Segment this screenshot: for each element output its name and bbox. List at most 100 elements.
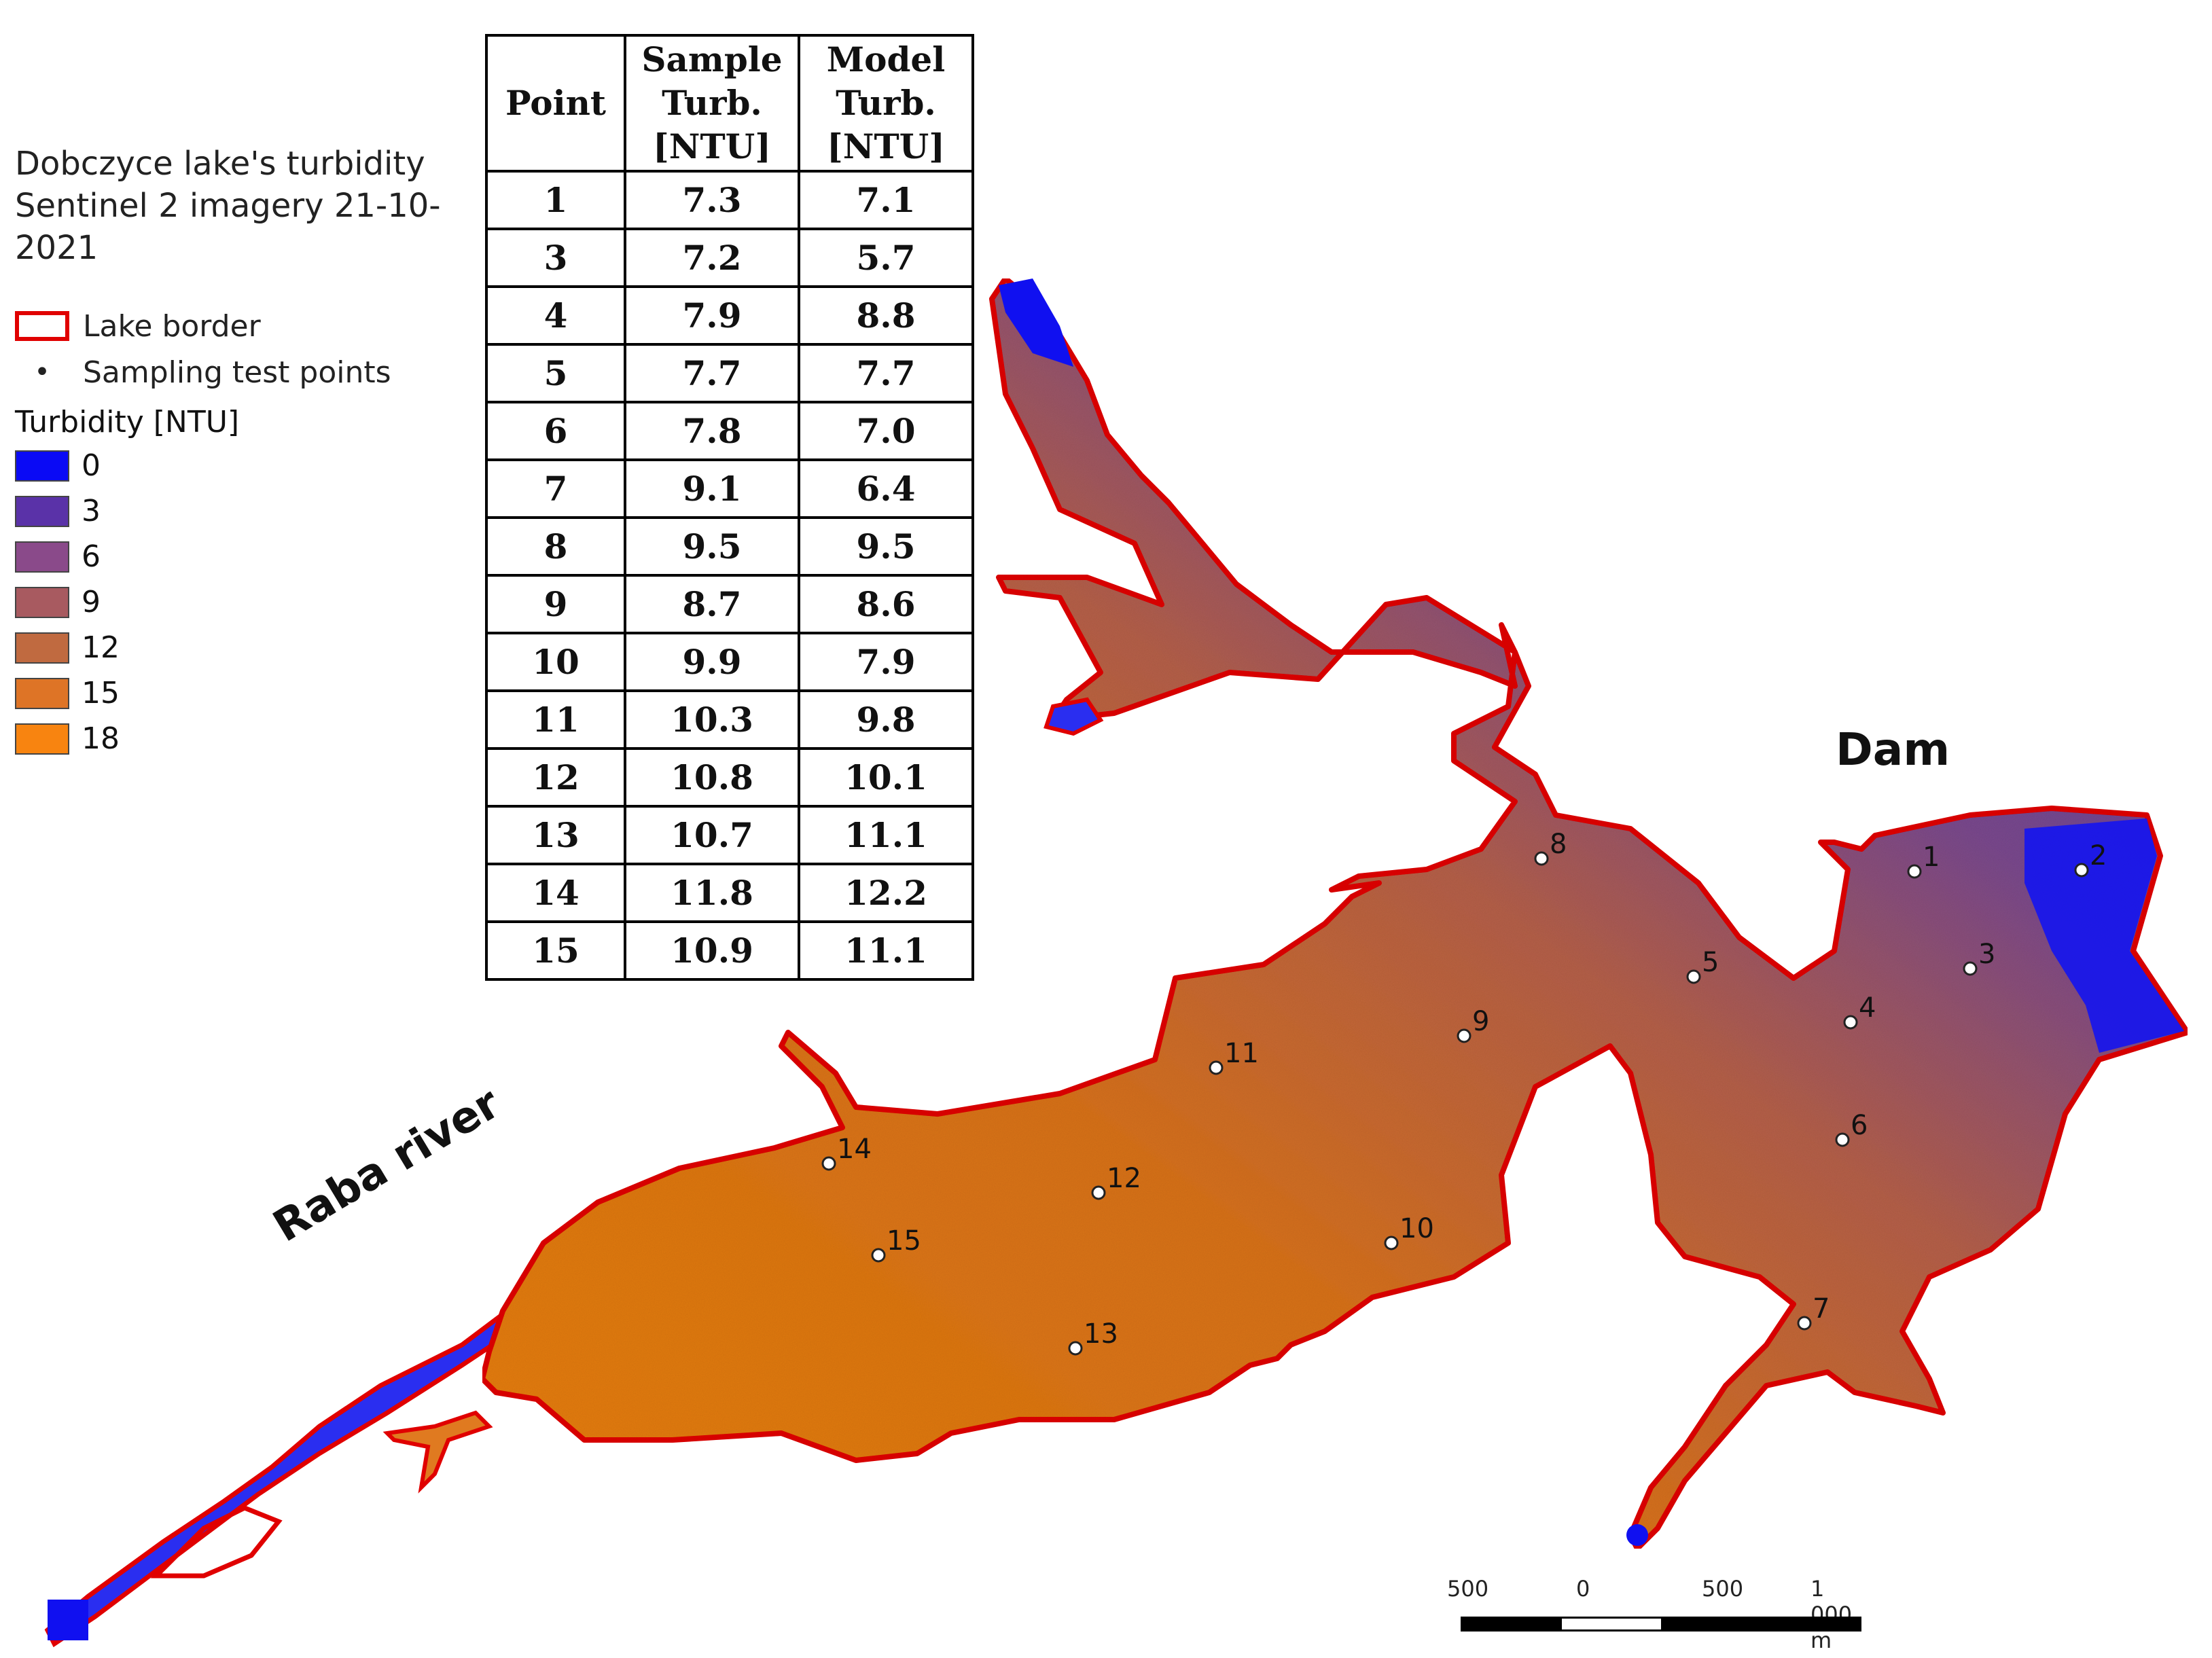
sampling-point-label: 7 <box>1813 1293 1830 1324</box>
table-cell-point: 5 <box>485 343 626 403</box>
sampling-point-label: 1 <box>1923 842 1940 873</box>
sampling-point-label: 4 <box>1859 992 1876 1024</box>
turbidity-class-row: 9 <box>15 579 484 625</box>
lake-border-swatch <box>15 311 69 341</box>
turbidity-class-row: 12 <box>15 625 484 670</box>
table-cell-point: 10 <box>485 632 626 692</box>
sampling-point-marker <box>2074 863 2089 878</box>
sampling-point-marker <box>1457 1028 1471 1043</box>
turbidity-class-row: 6 <box>15 534 484 579</box>
table-cell-model: 8.6 <box>798 574 974 634</box>
dam-blue-zone <box>2024 818 2184 1053</box>
table-row: 11 10.3 9.8 <box>485 689 974 750</box>
turbidity-class-label: 0 <box>82 448 101 483</box>
table-cell-model: 8.8 <box>798 285 974 346</box>
table-row: 8 9.5 9.5 <box>485 516 974 577</box>
table-cell-sample: 9.1 <box>624 458 800 519</box>
scale-label: 500 <box>1447 1576 1489 1602</box>
scale-seg-4 <box>1760 1619 1859 1629</box>
turbidity-class-swatch <box>15 541 69 573</box>
table-cell-model: 11.1 <box>798 920 974 981</box>
table-row: 13 10.7 11.1 <box>485 805 974 865</box>
table-cell-model: 12.2 <box>798 863 974 923</box>
sampling-point-marker <box>1797 1316 1812 1331</box>
table-cell-point: 1 <box>485 170 626 230</box>
table-row: 12 10.8 10.1 <box>485 747 974 808</box>
legend-title-line1: Dobczyce lake's turbidity <box>15 145 425 183</box>
table-cell-sample: 11.8 <box>624 863 800 923</box>
turbidity-class-label: 12 <box>82 630 120 665</box>
scale-labels: 500 0 500 1 000 m <box>1447 1576 1861 1653</box>
table-cell-sample: 9.9 <box>624 632 800 692</box>
raba-river-channel <box>44 1300 527 1648</box>
table-cell-point: 12 <box>485 747 626 808</box>
table-row: 4 7.9 8.8 <box>485 285 974 346</box>
table-cell-sample: 7.3 <box>624 170 800 230</box>
turbidity-class-swatch <box>15 632 69 664</box>
table-header-row: Point Sample Turb. [NTU] Model Turb. [NT… <box>485 34 974 173</box>
table-cell-point: 7 <box>485 458 626 519</box>
scale-segments <box>1461 1617 1861 1632</box>
table-cell-point: 15 <box>485 920 626 981</box>
table-row: 14 11.8 12.2 <box>485 863 974 923</box>
sampling-point-marker <box>1835 1132 1850 1147</box>
sampling-point-label: 5 <box>1702 947 1719 978</box>
table-body: 1 7.3 7.1 3 7.2 5.7 4 7.9 8.8 5 7.7 7.7 6 7.8 7.0 7 9.1 6… <box>485 170 974 981</box>
sampling-point-marker <box>871 1248 886 1263</box>
turbidity-class-label: 15 <box>82 676 120 710</box>
small-pond <box>1043 697 1104 736</box>
table-row: 1 7.3 7.1 <box>485 170 974 230</box>
table-row: 6 7.8 7.0 <box>485 401 974 461</box>
lake-body <box>480 276 2190 1551</box>
table-cell-point: 14 <box>485 863 626 923</box>
table-cell-point: 9 <box>485 574 626 634</box>
sampling-point-marker <box>1068 1341 1083 1356</box>
scale-seg-3 <box>1661 1619 1760 1629</box>
sampling-point-marker <box>821 1156 836 1171</box>
sampling-point-marker <box>1907 864 1922 879</box>
sampling-point-label: 2 <box>2090 840 2107 871</box>
sampling-point-label: 3 <box>1978 939 1995 970</box>
header-model: Model Turb. [NTU] <box>798 34 974 173</box>
raba-river-loop <box>150 1505 283 1579</box>
sampling-label: Sampling test points <box>83 355 391 390</box>
scale-label: 1 000 m <box>1810 1576 1853 1653</box>
table-cell-point: 8 <box>485 516 626 577</box>
header-sample: Sample Turb. [NTU] <box>624 34 800 173</box>
sampling-point-marker <box>1384 1236 1399 1250</box>
table-cell-sample: 9.5 <box>624 516 800 577</box>
turbidity-class-swatch <box>15 495 69 527</box>
legend-lake-border: Lake border <box>15 303 484 349</box>
sampling-point-marker <box>1209 1060 1224 1075</box>
turbidity-class-row: 15 <box>15 670 484 716</box>
header-sample-line1: Sample <box>641 39 783 79</box>
table-row: 15 10.9 11.1 <box>485 920 974 981</box>
turbidity-class-swatch <box>15 723 69 755</box>
scale-label: 0 <box>1576 1576 1590 1602</box>
sampling-point-label: 12 <box>1107 1163 1141 1194</box>
turbidity-class-label: 9 <box>82 585 101 619</box>
sampling-point-label: 14 <box>837 1134 872 1165</box>
table-row: 9 8.7 8.6 <box>485 574 974 634</box>
table-row: 5 7.7 7.7 <box>485 343 974 403</box>
table-cell-point: 13 <box>485 805 626 865</box>
table-cell-model: 6.4 <box>798 458 974 519</box>
sampling-point-label: 10 <box>1399 1213 1434 1244</box>
header-sample-line2: Turb. <box>662 83 762 123</box>
turbidity-class-label: 18 <box>82 721 120 756</box>
table-cell-point: 4 <box>485 285 626 346</box>
scale-seg-1 <box>1463 1619 1562 1629</box>
legend-sampling-points: • Sampling test points <box>15 349 484 395</box>
header-model-line2: Turb. <box>836 83 936 123</box>
turbidity-class-list: 0 3 6 9 12 15 18 <box>15 443 484 761</box>
table-cell-sample: 10.3 <box>624 689 800 750</box>
table-cell-model: 5.7 <box>798 228 974 288</box>
header-model-line1: Model <box>826 39 946 79</box>
sampling-point-label: 13 <box>1084 1318 1118 1350</box>
sampling-point-label: 6 <box>1851 1110 1868 1141</box>
table-cell-model: 7.0 <box>798 401 974 461</box>
sampling-point-marker <box>1963 961 1978 976</box>
turbidity-class-label: 6 <box>82 539 101 574</box>
